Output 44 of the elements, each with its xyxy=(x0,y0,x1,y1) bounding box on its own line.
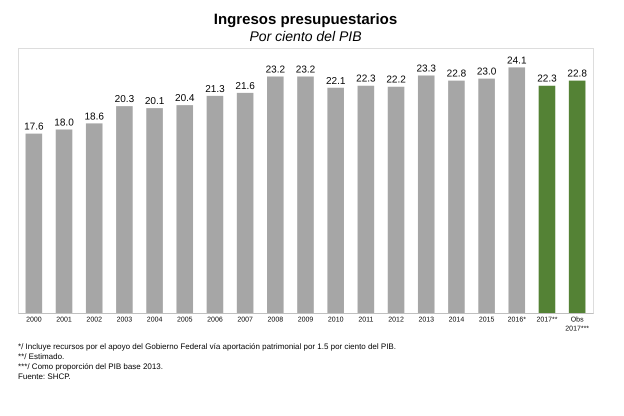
text: */ Incluye recursos por el apoyo del Gobierno Federal vía aportación patrimonial por 1.5 por ciento del PIB. xyxy=(18,342,396,351)
data-label: 20.1 xyxy=(144,96,165,108)
data-label: 22.3 xyxy=(537,74,558,85)
bar xyxy=(56,130,72,313)
bar xyxy=(508,67,526,313)
bar xyxy=(86,123,103,313)
bar xyxy=(176,105,194,313)
data-label: 22.3 xyxy=(356,74,376,85)
data-label: 22.1 xyxy=(326,76,346,87)
data-label: 23.2 xyxy=(266,64,286,76)
data-label: 21.6 xyxy=(235,80,256,92)
bar xyxy=(236,92,254,313)
bar xyxy=(358,86,374,313)
data-label: 18.0 xyxy=(54,118,74,129)
data-label: 18.6 xyxy=(84,111,104,122)
data-label: 17.6 xyxy=(24,122,44,133)
data-label: 23.0 xyxy=(476,66,497,78)
bar xyxy=(538,86,556,313)
data-label: 21.3 xyxy=(205,84,226,95)
bar xyxy=(26,134,42,313)
source-note: Fuente: SHCP. xyxy=(18,372,71,381)
data-label: 20.3 xyxy=(114,94,135,106)
bar xyxy=(206,96,224,313)
data-label: 23.3 xyxy=(416,64,436,75)
text: **/ Estimado. xyxy=(18,352,64,361)
chart-title: Ingresos presupuestarios xyxy=(214,11,398,28)
data-label: 24.1 xyxy=(507,55,527,66)
bar xyxy=(418,76,435,313)
chart-subtitle: Por ciento del PIB xyxy=(249,28,362,44)
bar xyxy=(478,78,495,313)
data-label: 22.2 xyxy=(386,74,406,86)
data-label: 22.8 xyxy=(446,68,467,80)
bar xyxy=(448,80,465,313)
bar xyxy=(116,106,133,313)
data-label: 20.4 xyxy=(175,93,195,104)
bar xyxy=(327,88,344,313)
bar xyxy=(568,80,586,313)
bar xyxy=(297,76,314,313)
bar xyxy=(146,108,163,313)
text: ***/ Como proporción del PIB base 2013. xyxy=(18,362,163,371)
bar xyxy=(388,86,404,313)
data-label: 23.2 xyxy=(296,64,316,76)
bar xyxy=(267,76,284,313)
data-label: 22.8 xyxy=(567,68,588,80)
